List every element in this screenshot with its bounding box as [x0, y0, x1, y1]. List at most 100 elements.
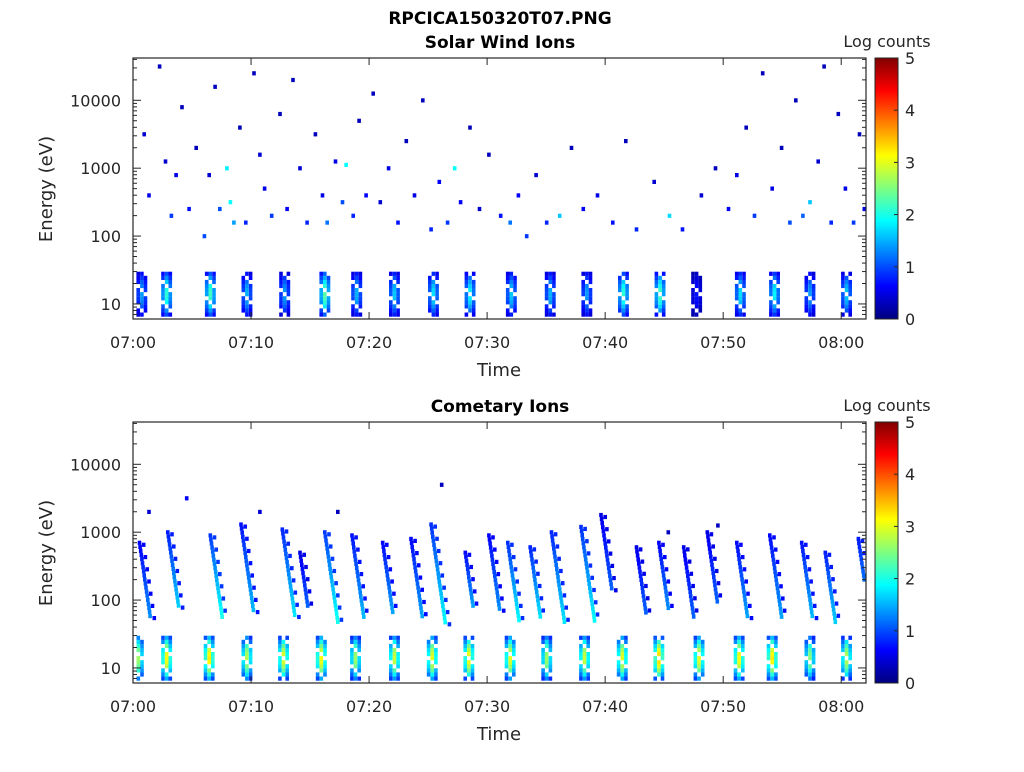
heatmap-cell [698, 279, 703, 285]
colorbar-segment [875, 219, 898, 221]
heatmap-cell [779, 584, 783, 589]
colorbar-segment [875, 150, 898, 152]
colorbar-segment [875, 640, 898, 642]
heatmap-cell [697, 660, 701, 665]
heatmap-cell [337, 605, 342, 610]
heatmap-cell [351, 292, 355, 297]
colorbar-segment [875, 212, 898, 214]
colorbar-segment [875, 175, 898, 177]
heatmap-cell [804, 660, 809, 665]
heatmap-cell [283, 547, 288, 552]
heatmap-cell [737, 672, 741, 677]
colorbar-segment [875, 462, 898, 464]
heatmap-cell [544, 304, 549, 309]
heatmap-cell [625, 308, 629, 313]
heatmap-cell [539, 596, 544, 601]
heatmap-cell [769, 308, 773, 313]
heatmap-cell [774, 639, 778, 644]
heatmap-cell [505, 292, 510, 297]
heatmap-cell [351, 541, 355, 546]
colorbar-segment [875, 508, 898, 510]
colorbar-segment [875, 555, 898, 557]
y-tick-label: 10000 [70, 91, 121, 110]
heatmap-cell [788, 220, 792, 225]
colorbar-segment [875, 537, 898, 539]
colorbar-segment [875, 308, 898, 310]
heatmap-cell [712, 575, 716, 580]
heatmap-cell [772, 283, 777, 289]
heatmap-cell [392, 288, 397, 293]
colorbar-segment [875, 148, 898, 150]
heatmap-cell [663, 585, 668, 590]
colorbar-segment [875, 250, 898, 252]
heatmap-cell [300, 566, 305, 572]
heatmap-cell [353, 643, 358, 649]
heatmap-cell [808, 647, 812, 653]
heatmap-cell [588, 308, 593, 313]
heatmap-cell [811, 312, 816, 317]
heatmap-cell [248, 647, 253, 653]
colorbar-segment [875, 449, 898, 451]
colorbar-segment [875, 141, 898, 143]
heatmap-cell [534, 559, 538, 564]
heatmap-cell [323, 664, 327, 669]
heatmap-cell [140, 672, 144, 677]
colorbar-segment [875, 84, 898, 86]
heatmap-cell [844, 279, 849, 285]
colorbar-segment [875, 655, 898, 657]
heatmap-cell [616, 668, 621, 673]
colorbar-segment [875, 210, 898, 212]
heatmap-cell [211, 635, 215, 640]
heatmap-cell [741, 643, 745, 649]
colorbar-segment [875, 579, 898, 581]
colorbar-segment [875, 551, 898, 553]
colorbar-segment [875, 103, 898, 105]
heatmap-cell [538, 614, 543, 619]
heatmap-cell [358, 271, 363, 276]
heatmap-cell [504, 660, 509, 665]
heatmap-cell [508, 635, 512, 640]
heatmap-cell [772, 292, 777, 297]
heatmap-cell [329, 575, 334, 580]
heatmap-cell [147, 609, 152, 615]
heatmap-cell [248, 292, 253, 297]
heatmap-cell [616, 672, 621, 677]
colorbar-segment [875, 262, 898, 264]
colorbar-segment [875, 425, 898, 427]
colorbar-segment [875, 459, 898, 461]
heatmap-cell [217, 594, 221, 599]
colorbar-segment [875, 450, 898, 452]
heatmap-cell [361, 584, 365, 589]
heatmap-cell [245, 279, 249, 285]
heatmap-cell [774, 672, 778, 677]
heatmap-cell [544, 271, 549, 276]
heatmap-cell [350, 639, 354, 644]
colorbar-segment [875, 303, 898, 305]
heatmap-cell [638, 547, 643, 552]
heatmap-cell [286, 312, 291, 317]
heatmap-cell [691, 312, 695, 317]
heatmap-cell [300, 562, 304, 567]
heatmap-cell [586, 656, 590, 661]
heatmap-cell [240, 530, 244, 535]
heatmap-cell [734, 283, 739, 289]
heatmap-cell [232, 220, 236, 225]
heatmap-cell [468, 583, 472, 588]
heatmap-cell [841, 304, 845, 309]
heatmap-cell [769, 271, 773, 276]
heatmap-cell [136, 643, 141, 649]
colorbar-segment [875, 513, 898, 515]
heatmap-cell [693, 656, 698, 661]
heatmap-cell [147, 193, 151, 198]
heatmap-cell [739, 542, 743, 547]
heatmap-cell [245, 676, 249, 681]
heatmap-cell [241, 534, 245, 539]
colorbar-segment [875, 483, 898, 485]
heatmap-cell [285, 672, 289, 677]
heatmap-cell [504, 664, 509, 669]
heatmap-cell [637, 561, 641, 566]
colorbar-segment [875, 282, 898, 284]
x-tick-label: 07:20 [346, 697, 392, 716]
heatmap-cell [716, 581, 721, 586]
colorbar-segment [875, 242, 898, 244]
